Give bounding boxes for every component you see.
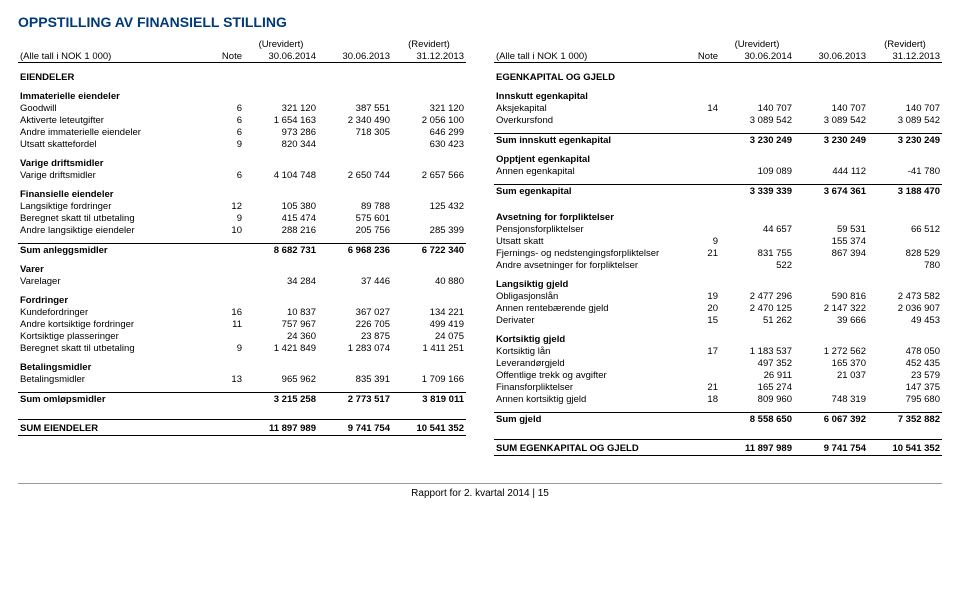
row-annen-kg: Annen kortsiktig gjeld18809 960748 31979… (494, 393, 942, 405)
equity-liab-table: (Urevidert) (Revidert) (Alle tall i NOK … (494, 38, 942, 457)
header-date-row-r: (Alle tall i NOK 1 000) Note 30.06.2014 … (494, 50, 942, 63)
row-andre-avs: Andre avsetninger for forpliktelser52278… (494, 259, 942, 271)
two-column-layout: (Urevidert) (Revidert) (Alle tall i NOK … (18, 38, 942, 457)
page-title: OPPSTILLING AV FINANSIELL STILLING (18, 14, 942, 30)
lang-header: Langsiktig gjeld (494, 278, 942, 290)
row-andre-imm: Andre immaterielle eiendeler6973 286718 … (18, 126, 466, 138)
row-oblig: Obligasjonslån192 477 296590 8162 473 58… (494, 290, 942, 302)
kort-header: Kortsiktig gjeld (494, 333, 942, 345)
fordr-header: Fordringer (18, 294, 466, 306)
row-deriv: Derivater1551 26239 66649 453 (494, 314, 942, 326)
row-annen-eg: Annen egenkapital109 089444 112-41 780 (494, 165, 942, 177)
row-sum-eq-gj: SUM EGENKAPITAL OG GJELD11 897 9899 741 … (494, 440, 942, 456)
row-andre-l: Andre langsiktige eiendeler10288 216205 … (18, 224, 466, 236)
varer-header: Varer (18, 263, 466, 275)
header-date-row: (Alle tall i NOK 1 000) Note 30.06.2014 … (18, 50, 466, 63)
row-sum-eg: Sum egenkapital3 339 3393 674 3613 188 4… (494, 185, 942, 198)
page-footer: Rapport for 2. kvartal 2014 | 15 (18, 483, 942, 499)
avs-header: Avsetning for forpliktelser (494, 211, 942, 223)
row-sum-oml: Sum omløpsmidler3 215 2582 773 5173 819 … (18, 393, 466, 406)
row-aksje: Aksjekapital14140 707140 707140 707 (494, 102, 942, 114)
section-eq: EGENKAPITAL OG GJELD (494, 71, 942, 83)
header-rev-row: (Urevidert) (Revidert) (18, 38, 466, 50)
bet-header: Betalingsmidler (18, 361, 466, 373)
equity-liab-column: (Urevidert) (Revidert) (Alle tall i NOK … (494, 38, 942, 457)
row-kort-pl: Kortsiktige plasseringer24 36023 87524 0… (18, 330, 466, 342)
innsk-header: Innskutt egenkapital (494, 90, 942, 102)
section-eiendeler: EIENDELER (18, 71, 466, 83)
row-annen-r: Annen rentebærende gjeld202 470 1252 147… (494, 302, 942, 314)
oppt-header: Opptjent egenkapital (494, 153, 942, 165)
header-rev-row-r: (Urevidert) (Revidert) (494, 38, 942, 50)
intangible-header: Immaterielle eiendeler (18, 90, 466, 102)
row-utsatt-sk-r: Utsatt skatt9155 374 (494, 235, 942, 247)
fin-header: Finansielle eiendeler (18, 188, 466, 200)
row-kort-lan: Kortsiktig lån171 183 5371 272 562478 05… (494, 345, 942, 357)
assets-table: (Urevidert) (Revidert) (Alle tall i NOK … (18, 38, 466, 437)
row-sum-anl: Sum anleggsmidler8 682 7316 968 2366 722… (18, 244, 466, 257)
row-varige: Varige driftsmidler64 104 7482 650 7442 … (18, 169, 466, 181)
row-betm: Betalingsmidler13965 962835 3911 709 166 (18, 373, 466, 385)
row-ber-sk-ut: Beregnet skatt til utbetaling91 421 8491… (18, 342, 466, 354)
row-utsatt-sk: Utsatt skattefordel9820 344630 423 (18, 138, 466, 150)
row-varelager: Varelager34 28437 44640 880 (18, 275, 466, 287)
row-sum-gj: Sum gjeld8 558 6506 067 3927 352 882 (494, 413, 942, 426)
row-fin-for: Finansforpliktelser21165 274147 375 (494, 381, 942, 393)
row-kundef: Kundefordringer1610 837367 027134 221 (18, 306, 466, 318)
row-sum-innsk: Sum innskutt egenkapital3 230 2493 230 2… (494, 134, 942, 147)
row-pensjon: Pensjonsforpliktelser44 65759 53166 512 (494, 223, 942, 235)
row-lev: Leverandørgjeld497 352165 370452 435 (494, 357, 942, 369)
row-langs-f: Langsiktige fordringer12105 38089 788125… (18, 200, 466, 212)
row-andre-kf: Andre kortsiktige fordringer11757 967226… (18, 318, 466, 330)
row-goodwill: Goodwill6321 120387 551321 120 (18, 102, 466, 114)
row-sum-eiend: SUM EIENDELER11 897 9899 741 75410 541 3… (18, 420, 466, 436)
row-fjern: Fjernings- og nedstengingsforpliktelser2… (494, 247, 942, 259)
varige-header: Varige driftsmidler (18, 157, 466, 169)
assets-column: (Urevidert) (Revidert) (Alle tall i NOK … (18, 38, 466, 457)
row-off-tr: Offentlige trekk og avgifter26 91121 037… (494, 369, 942, 381)
row-aktiverte: Aktiverte leteutgifter61 654 1632 340 49… (18, 114, 466, 126)
row-beregnet: Beregnet skatt til utbetaling9415 474575… (18, 212, 466, 224)
row-overkurs: Overkursfond3 089 5423 089 5423 089 542 (494, 114, 942, 126)
